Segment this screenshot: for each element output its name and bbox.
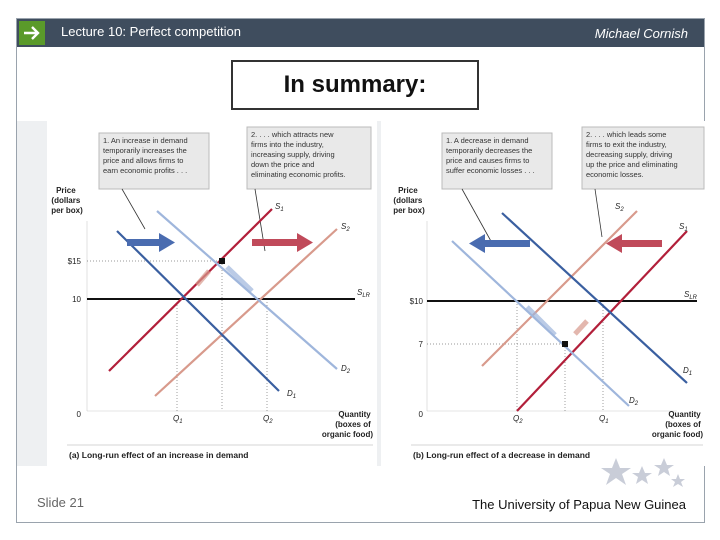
- panel-b-d2-label: D2: [629, 396, 639, 407]
- panel-a-arrow-demand: [127, 239, 159, 246]
- panel-b-zero: 0: [419, 410, 424, 419]
- university-name: The University of Papua New Guinea: [472, 497, 686, 512]
- panel-a-arrow-supply: [252, 239, 297, 246]
- panel-a-zero: 0: [77, 410, 82, 419]
- panel-a-s2-line: [154, 228, 338, 397]
- competition-diagram: 1. An increase in demand temporarily inc…: [47, 121, 707, 466]
- panel-b-q1-label: Q1: [599, 414, 609, 425]
- header-bar: Lecture 10: Perfect competition Michael …: [17, 19, 704, 47]
- panel-b-slr-label: SLR: [684, 290, 698, 301]
- stars-icon: [601, 458, 685, 487]
- panel-a-callout1-box: [98, 132, 210, 190]
- panel-a-d2-line: [156, 210, 338, 370]
- panel-a-slr-label: SLR: [357, 288, 371, 299]
- panel-b-s2-label: S2: [615, 202, 624, 213]
- panel-a-equilibrium-point: [219, 258, 225, 264]
- panel-b-callout2: 2. . . . which leads some firms to exit …: [586, 130, 680, 179]
- panel-b-d1-label: D1: [683, 366, 692, 377]
- panel-a-callout2-box: [246, 126, 372, 190]
- panel-b-caption: (b) Long-run effect of a decrease in dem…: [413, 450, 590, 460]
- lecture-title: Lecture 10: Perfect competition: [61, 24, 241, 39]
- panel-b-arrow-demand: [485, 240, 530, 247]
- panel-b-callout1-box: [441, 132, 553, 190]
- panel-b-arrow-supply: [622, 240, 662, 247]
- panel-b-s2-line: [481, 210, 638, 367]
- panel-a-d1-label: D1: [287, 389, 296, 400]
- slide-frame: Lecture 10: Perfect competition Michael …: [16, 18, 707, 523]
- panel-a-ylabel: Price (dollars per box): [51, 186, 83, 215]
- panel-a-s1-line: [108, 208, 273, 372]
- panel-b-price-high: $10: [410, 297, 424, 306]
- panel-a-s2-label: S2: [341, 222, 350, 233]
- panel-b-s1-label: S1: [679, 222, 688, 233]
- panel-a-xlabel: Quantity (boxes of organic food): [322, 410, 373, 439]
- panel-a-price-high: $15: [68, 257, 82, 266]
- panel-b-s1-line: [516, 230, 688, 412]
- panel-a-callout1: 1. An increase in demand temporarily inc…: [103, 136, 190, 175]
- panel-b-callout2-box: [581, 126, 705, 190]
- panel-b-q2-label: Q2: [513, 414, 523, 425]
- panel-a-q2-label: Q2: [263, 414, 273, 425]
- panel-a-d2-label: D2: [341, 364, 351, 375]
- slide-title: In summary:: [231, 60, 479, 110]
- author-name: Michael Cornish: [594, 26, 688, 41]
- panel-a-caption: (a) Long-run effect of an increase in de…: [69, 450, 248, 460]
- slide-number: Slide 21: [37, 495, 84, 510]
- arrow-right-icon[interactable]: [19, 21, 45, 45]
- panel-b-price-low: 7: [419, 340, 424, 349]
- panel-b-d1-line: [501, 212, 688, 384]
- panel-b-equilibrium-point: [562, 341, 568, 347]
- panel-b-ylabel: Price (dollars per box): [393, 186, 425, 215]
- panel-a-callout2: 2. . . . which attracts new firms into t…: [251, 130, 346, 179]
- panel-a-q1-label: Q1: [173, 414, 183, 425]
- panel-a-price-low: 10: [72, 295, 81, 304]
- panel-b-callout1: 1. A decrease in demand temporarily decr…: [446, 136, 535, 175]
- panel-b-xlabel: Quantity (boxes of organic food): [652, 410, 703, 439]
- panel-a-d1-line: [116, 230, 280, 392]
- panel-a-s1-label: S1: [275, 202, 284, 213]
